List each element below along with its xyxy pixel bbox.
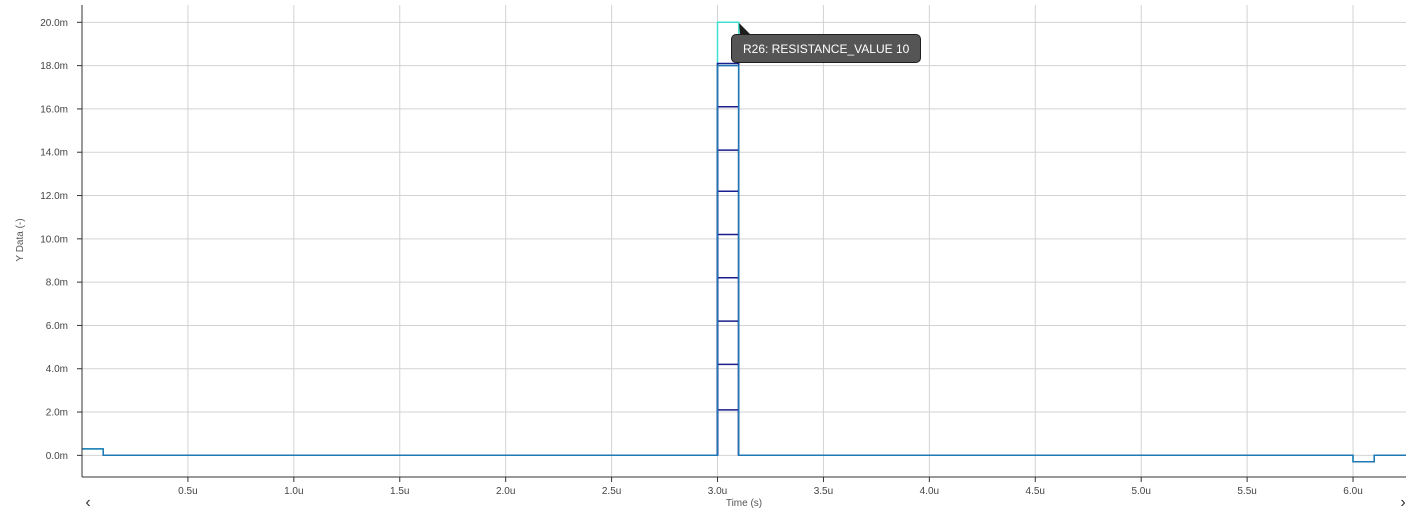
x-tick-label: 6.0u	[1343, 486, 1362, 497]
series-line-4[interactable]	[716, 190, 740, 456]
tooltip: R26: RESISTANCE_VALUE 10	[731, 34, 922, 63]
y-tick-label: 18.0m	[40, 61, 68, 72]
y-tick-label: 20.0m	[40, 18, 68, 29]
series-line-1[interactable]	[716, 62, 740, 456]
y-tick-label: 14.0m	[40, 148, 68, 159]
series-group	[82, 21, 1406, 463]
y-tick-label: 10.0m	[40, 234, 68, 245]
y-tick-label: 16.0m	[40, 104, 68, 115]
chevron-left-icon[interactable]: ‹	[85, 494, 91, 511]
x-tick-label: 3.5u	[814, 486, 833, 497]
x-tick-label: 5.5u	[1237, 486, 1256, 497]
series-line-6[interactable]	[716, 277, 740, 456]
tick-labels: 0.5u 1.0u 1.5u 2.0u 2.5u 3.0u 3.5u 4.0u 4.5u 5.0u…	[40, 18, 1363, 497]
y-axis-title: Y Data (-)	[15, 218, 26, 261]
x-tick-label: 3.0u	[708, 486, 727, 497]
x-tick-label: 1.0u	[284, 486, 303, 497]
series-line-0[interactable]	[82, 21, 1406, 463]
x-tick-label: 4.0u	[920, 486, 939, 497]
x-tick-label: 1.5u	[390, 486, 409, 497]
series-line-9[interactable]	[716, 409, 740, 456]
series-line-2[interactable]	[716, 106, 740, 456]
y-tick-label: 8.0m	[46, 278, 68, 289]
series-line-10[interactable]	[82, 64, 1406, 463]
x-tick-label: 4.5u	[1026, 486, 1045, 497]
x-tick-label: 0.5u	[178, 486, 197, 497]
y-tick-label: 4.0m	[46, 364, 68, 375]
y-tick-label: 0.0m	[46, 451, 68, 462]
series-line-5[interactable]	[716, 233, 740, 456]
x-tick-label: 2.5u	[602, 486, 621, 497]
y-tick-label: 2.0m	[46, 408, 68, 419]
series-line-7[interactable]	[716, 320, 740, 456]
y-tick-label: 6.0m	[46, 321, 68, 332]
x-tick-label: 5.0u	[1131, 486, 1150, 497]
y-tick-label: 12.0m	[40, 191, 68, 202]
chevron-right-icon[interactable]: ›	[1400, 494, 1406, 511]
x-tick-label: 2.0u	[496, 486, 515, 497]
axes	[77, 5, 1406, 482]
x-axis-title: Time (s)	[726, 498, 762, 509]
grid	[82, 5, 1406, 477]
